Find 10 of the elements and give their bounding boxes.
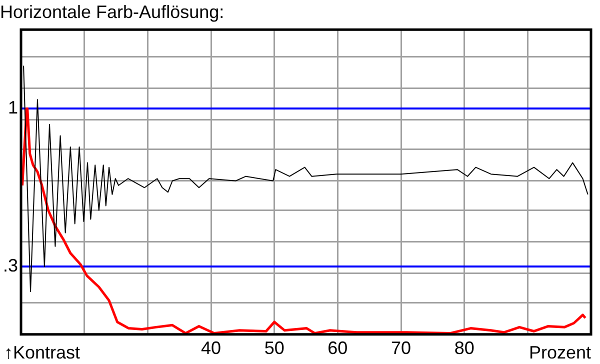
y-tick-label: .3 <box>2 256 18 276</box>
x-tick-label: 60 <box>328 338 348 358</box>
text: ↑Kontrast <box>4 342 80 362</box>
chart-title: Horizontale Farb-Auflösung: <box>0 2 224 22</box>
y-tick-label: 1 <box>8 98 18 118</box>
x-tick-label: 70 <box>390 338 412 358</box>
x-tick-label: 80 <box>454 338 474 358</box>
x-tick-label: 50 <box>264 338 284 358</box>
x-tick-label: 40 <box>200 338 222 358</box>
x-axis-title: Prozent <box>528 342 591 362</box>
